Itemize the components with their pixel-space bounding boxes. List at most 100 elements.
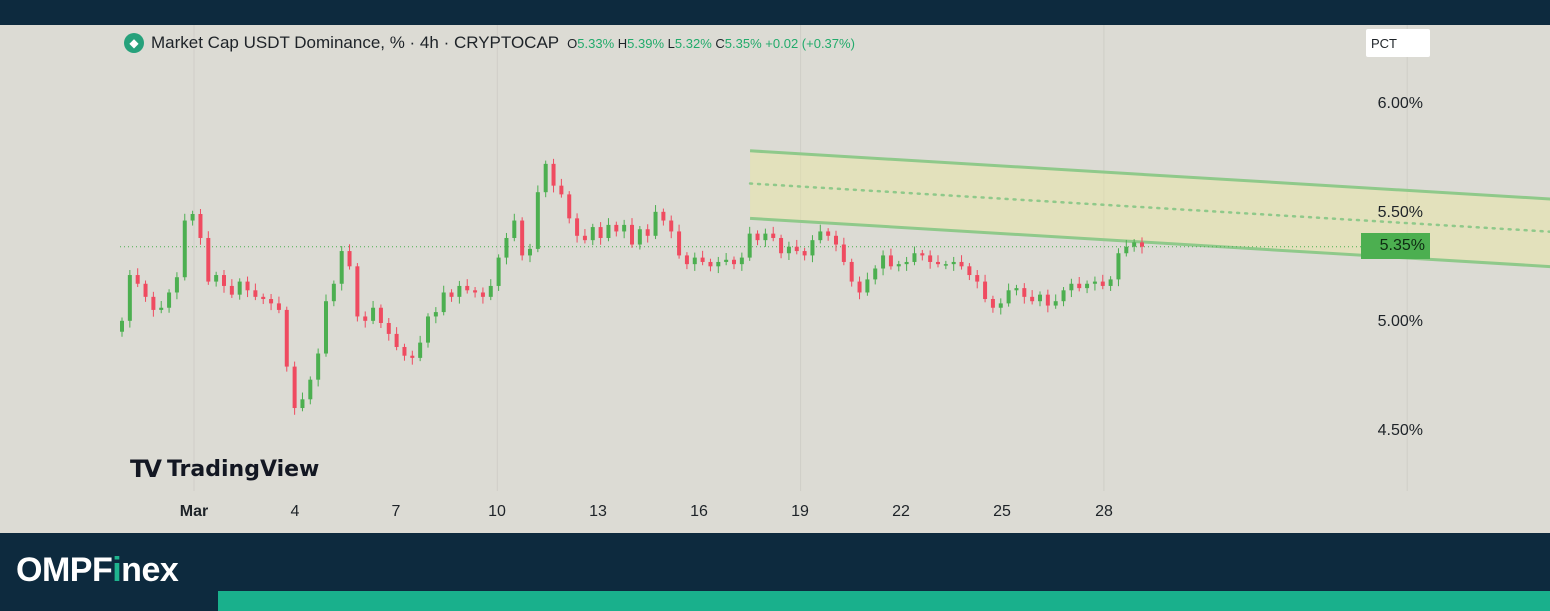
- candle-body: [1100, 281, 1105, 286]
- price-chart[interactable]: [0, 25, 1550, 533]
- candle-body: [1085, 283, 1090, 289]
- candle-body: [1053, 301, 1058, 306]
- x-tick-label: 28: [1095, 503, 1113, 520]
- candle-body: [198, 214, 203, 238]
- candle-body: [582, 235, 587, 241]
- channel-lower-line: [749, 216, 1550, 269]
- candle-body: [535, 192, 540, 249]
- candle-body: [253, 290, 258, 297]
- chart-area[interactable]: ◆ Market Cap USDT Dominance, % · 4h · CR…: [0, 25, 1550, 533]
- candle-body: [308, 379, 313, 400]
- candle-body: [504, 237, 509, 258]
- candle-body: [590, 227, 595, 241]
- candle-body: [496, 257, 501, 286]
- candle-body: [520, 220, 525, 256]
- candle-body: [645, 229, 650, 236]
- channel-fill: [750, 150, 1550, 267]
- top-bar: [0, 0, 1550, 25]
- candle-body: [441, 292, 446, 313]
- candle-body: [904, 261, 909, 265]
- x-tick-label: 16: [690, 503, 708, 520]
- high-label: H: [617, 35, 628, 51]
- open-label: O: [567, 35, 578, 51]
- candle-body: [936, 261, 940, 265]
- candle-body: [331, 283, 336, 302]
- candle-body: [786, 246, 791, 254]
- candle-body: [841, 244, 846, 262]
- candle-body: [834, 235, 838, 245]
- candle-body: [426, 316, 430, 343]
- candle-body: [457, 285, 462, 297]
- candle-body: [1092, 281, 1097, 284]
- y-tick-label: 6.00%: [1377, 95, 1423, 112]
- candle-body: [1022, 288, 1027, 297]
- footer-bar: OMPFinex: [0, 533, 1550, 611]
- change-value: +0.02 (+0.37%): [765, 35, 855, 51]
- symbol-title[interactable]: Market Cap USDT Dominance, % · 4h · CRYP…: [151, 33, 560, 52]
- candle-body: [1030, 296, 1035, 302]
- brand-text-b: nex: [121, 551, 179, 589]
- candle-body: [402, 346, 407, 356]
- candle-body: [779, 237, 784, 254]
- x-tick-label: 22: [892, 503, 910, 520]
- candle-body: [386, 323, 391, 334]
- candle-body: [920, 253, 925, 256]
- y-tick-label: 5.00%: [1377, 313, 1423, 330]
- x-tick-label: 4: [290, 503, 300, 520]
- candle-body: [120, 320, 124, 332]
- low-value: 5.32%: [674, 35, 712, 51]
- close-label: C: [715, 35, 725, 51]
- candle-body: [990, 299, 995, 308]
- candle-body: [1045, 294, 1050, 306]
- candle-body: [135, 275, 140, 284]
- channel-upper-line: [749, 149, 1550, 201]
- candle-body: [269, 299, 274, 304]
- candle-body: [598, 227, 603, 238]
- candle-body: [1140, 242, 1144, 247]
- chart-header: ◆ Market Cap USDT Dominance, % · 4h · CR…: [124, 33, 855, 53]
- candle-body: [324, 301, 328, 354]
- candle-body: [794, 246, 799, 252]
- candle-body: [284, 309, 289, 367]
- candle-body: [724, 259, 729, 262]
- candle-body: [1061, 290, 1066, 302]
- footer-accent-stripe: [218, 591, 1550, 611]
- channel-median-line: [748, 182, 1550, 233]
- candle-body: [983, 281, 988, 300]
- candle-body: [559, 185, 564, 195]
- candle-body: [159, 307, 164, 310]
- candle-body: [261, 296, 266, 300]
- candle-body: [661, 211, 666, 221]
- candle-body: [488, 285, 493, 297]
- candle-body: [1038, 294, 1042, 302]
- candle-body: [214, 275, 219, 282]
- candle-body: [771, 233, 776, 238]
- x-tick-label: 10: [488, 503, 506, 520]
- x-tick-label: 25: [993, 503, 1011, 520]
- candle-body: [276, 303, 281, 310]
- candle-body: [622, 224, 627, 232]
- candle-body: [959, 261, 964, 267]
- high-value: 5.39%: [627, 35, 665, 51]
- candle-body: [747, 233, 752, 258]
- candle-body: [410, 355, 415, 358]
- candle-body: [1132, 242, 1137, 247]
- candle-body: [174, 277, 179, 293]
- candle-body: [206, 237, 211, 282]
- candle-body: [543, 163, 548, 193]
- y-tick-label: 4.50%: [1377, 422, 1423, 439]
- y-tick-label: 5.50%: [1377, 204, 1423, 221]
- candle-body: [614, 224, 619, 232]
- candle-body: [755, 233, 760, 241]
- candle-body: [222, 275, 226, 286]
- candle-body: [465, 285, 470, 291]
- scale-mode-button[interactable]: PCT: [1366, 29, 1430, 57]
- candle-body: [567, 194, 572, 219]
- candle-body: [151, 296, 156, 310]
- tether-logo-icon: ◆: [124, 33, 144, 53]
- candle-body: [849, 261, 854, 282]
- brand-text-i: i: [112, 551, 122, 589]
- candle-body: [708, 261, 713, 267]
- candle-body: [896, 264, 901, 267]
- candle-body: [888, 255, 893, 267]
